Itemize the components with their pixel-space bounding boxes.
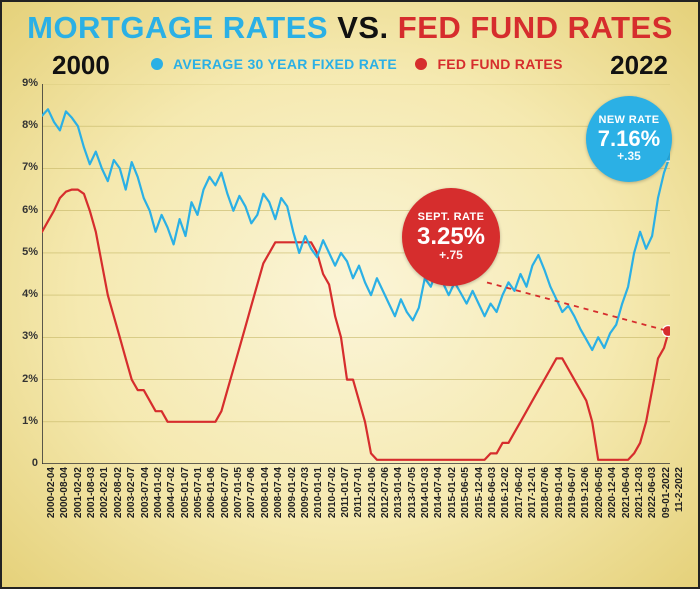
x-tick: 11-2-2022 — [674, 467, 700, 512]
legend-dot-mortgage — [151, 58, 163, 70]
y-tick: 5% — [12, 246, 38, 258]
callout-sept-rate-value: 3.25% — [417, 224, 485, 249]
y-tick: 8% — [12, 119, 38, 131]
y-tick: 1% — [12, 415, 38, 427]
title-vs: VS. — [337, 10, 388, 45]
callout-new-rate-delta: +.35 — [617, 150, 641, 163]
legend: AVERAGE 30 YEAR FIXED RATE FED FUND RATE… — [2, 56, 698, 72]
y-tick: 6% — [12, 204, 38, 216]
callout-new-rate-value: 7.16% — [598, 127, 660, 150]
y-tick: 3% — [12, 330, 38, 342]
y-tick: 7% — [12, 161, 38, 173]
y-tick: 0 — [12, 457, 38, 469]
plot-area — [42, 84, 670, 464]
y-tick: 2% — [12, 373, 38, 385]
legend-dot-fed — [415, 58, 427, 70]
legend-label-mortgage: AVERAGE 30 YEAR FIXED RATE — [173, 56, 397, 72]
chart-title: MORTGAGE RATES VS. FED FUND RATES — [2, 2, 698, 46]
y-tick: 9% — [12, 77, 38, 89]
callout-sept-rate: SEPT. RATE 3.25% +.75 — [402, 188, 500, 286]
callout-new-rate: NEW RATE 7.16% +.35 — [586, 96, 672, 182]
title-mortgage: MORTGAGE RATES — [27, 10, 328, 45]
title-fed: FED FUND RATES — [398, 10, 673, 45]
callout-sept-rate-delta: +.75 — [439, 249, 463, 262]
plot-svg — [42, 84, 670, 464]
y-tick: 4% — [12, 288, 38, 300]
x-axis-labels: 2000-02-042000-08-042001-02-022001-08-03… — [42, 467, 670, 579]
legend-label-fed: FED FUND RATES — [437, 56, 562, 72]
chart-frame: MORTGAGE RATES VS. FED FUND RATES 2000 2… — [0, 0, 700, 589]
